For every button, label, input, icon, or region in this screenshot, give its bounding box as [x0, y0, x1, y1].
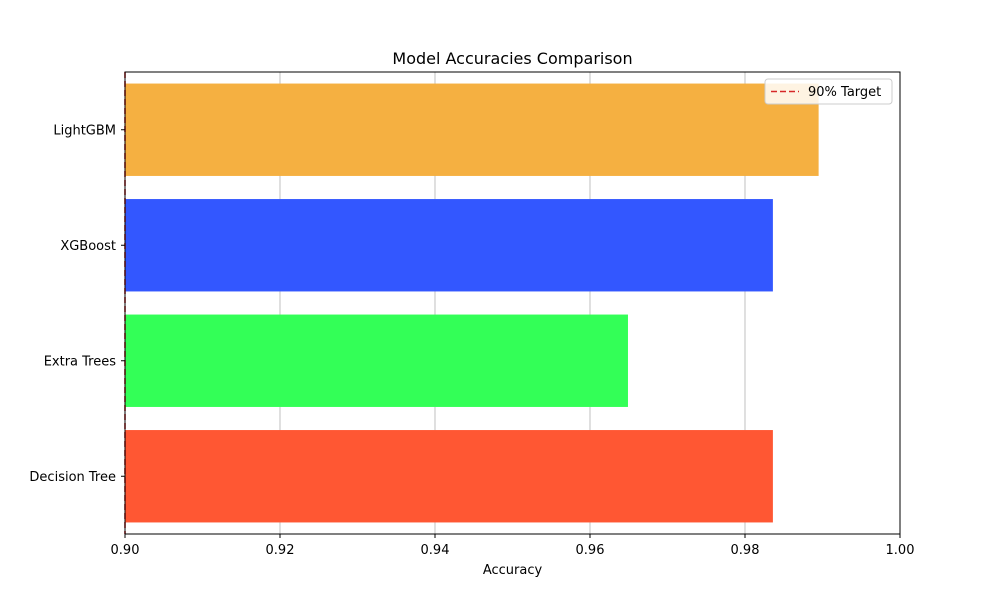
y-tick-label: Extra Trees: [44, 354, 117, 369]
legend-label-target: 90% Target: [808, 85, 881, 100]
y-tick-label: XGBoost: [60, 239, 116, 254]
bar-lightgbm: [125, 83, 819, 176]
bar-decision-tree: [125, 430, 773, 523]
x-axis-label: Accuracy: [483, 563, 543, 578]
y-tick-label: LightGBM: [53, 123, 116, 138]
x-tick-label: 0.92: [266, 543, 295, 558]
bar-extra-trees: [125, 314, 628, 407]
x-tick-label: 0.90: [111, 543, 140, 558]
plot-frame: [124, 71, 901, 535]
y-axis-ticks: Decision Tree Extra Trees XGBoost LightGBM: [29, 123, 125, 485]
x-tick-label: 0.96: [576, 543, 605, 558]
legend-box: [764, 78, 893, 105]
x-tick-label: 1.00: [886, 543, 915, 558]
x-tick-label: 0.98: [731, 543, 760, 558]
x-tick-label: 0.94: [421, 543, 450, 558]
y-tick-label: Decision Tree: [29, 470, 116, 485]
legend: 90% Target: [764, 78, 893, 105]
x-axis-ticks: 0.90 0.92 0.94 0.96 0.98 1.00: [111, 534, 915, 558]
chart-title: Model Accuracies Comparison: [392, 49, 632, 68]
bar-xgboost: [125, 199, 773, 292]
bar-layer: [125, 83, 819, 523]
